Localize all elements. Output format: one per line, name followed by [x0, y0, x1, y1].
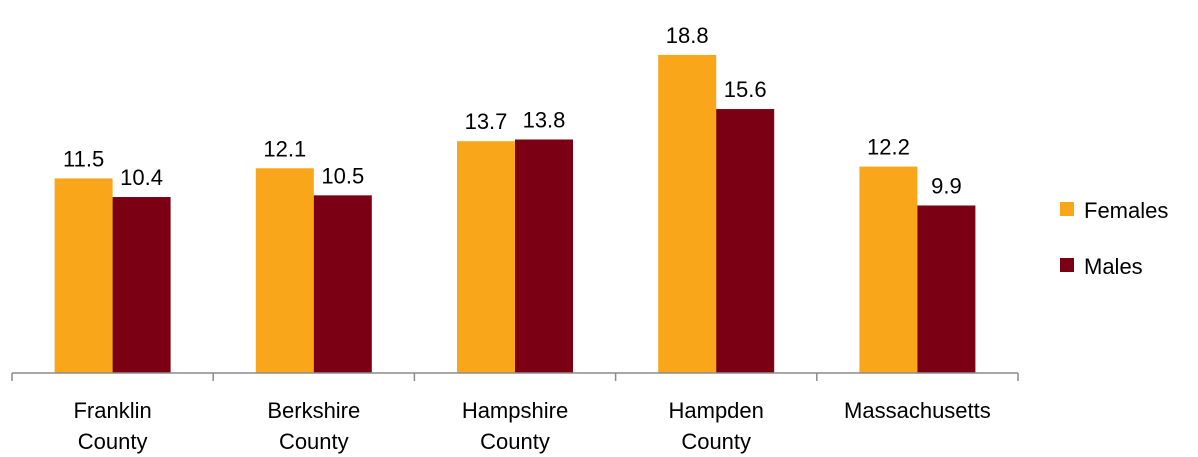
category-label-line: Hampden [669, 398, 764, 423]
bar-females-2 [457, 141, 515, 373]
legend-label-females: Females [1084, 198, 1168, 223]
value-label-males-0: 10.4 [120, 165, 163, 190]
x-axis [11, 372, 1019, 381]
bar-males-4 [917, 205, 976, 373]
category-label-1: Berkshire County [267, 398, 360, 454]
bar-females-1 [255, 168, 314, 373]
category-label-2: Hampshire County [462, 398, 568, 454]
value-label-females-3: 18.8 [666, 23, 709, 48]
value-label-males-4: 9.9 [931, 173, 962, 198]
category-label-line: Massachusetts [844, 398, 991, 423]
value-label-females-4: 12.2 [867, 135, 910, 160]
bar-males-3 [716, 109, 775, 373]
legend: Females Males [1060, 198, 1168, 279]
bar-females-3 [658, 54, 717, 374]
value-label-females-2: 13.7 [465, 109, 508, 134]
category-label-line: Hampshire [462, 398, 568, 423]
bar-females-0 [54, 178, 113, 373]
legend-swatch-females [1060, 202, 1074, 216]
value-labels-group: 11.5 10.4 12.1 10.5 13.7 13.8 18.8 15.6 12.2 9.9 [63, 23, 962, 199]
category-label-line: Franklin [73, 398, 151, 423]
bars-group [54, 54, 976, 374]
bar-males-2 [515, 139, 573, 373]
bar-males-1 [313, 195, 372, 373]
category-label-line: County [78, 429, 148, 454]
category-label-line: County [681, 429, 751, 454]
value-label-males-2: 13.8 [523, 108, 566, 133]
category-label-line: County [480, 429, 550, 454]
category-label-line: County [279, 429, 349, 454]
category-labels-group: Franklin County Berkshire County Hampshire Co… [73, 398, 990, 454]
value-label-females-1: 12.1 [263, 136, 306, 161]
category-label-line: Berkshire [267, 398, 360, 423]
category-label-4: Massachusetts [844, 398, 991, 423]
legend-label-males: Males [1084, 254, 1143, 279]
bar-males-0 [112, 197, 171, 373]
category-label-3: Hampden County [669, 398, 764, 454]
category-label-0: Franklin County [73, 398, 151, 454]
value-label-females-0: 11.5 [63, 146, 104, 171]
value-label-males-3: 15.6 [724, 77, 767, 102]
value-label-males-1: 10.5 [321, 163, 364, 188]
legend-swatch-males [1060, 258, 1074, 272]
bar-females-4 [859, 166, 918, 373]
